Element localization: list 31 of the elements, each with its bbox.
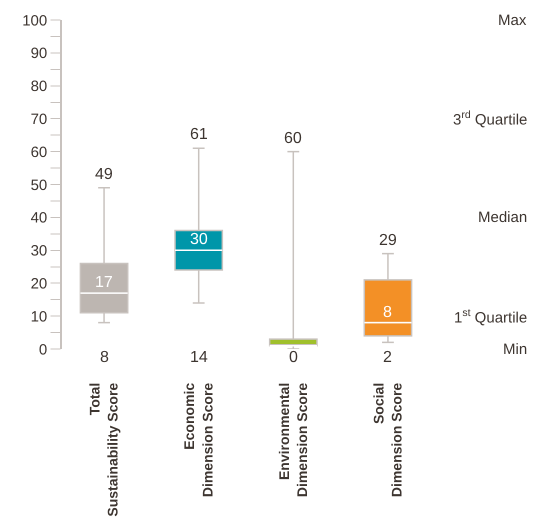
- annotation: 30: [190, 231, 208, 248]
- x-tick-label: Economic Dimension Score: [181, 382, 216, 498]
- annotation: 8: [383, 304, 392, 321]
- annotation: 0: [289, 349, 298, 366]
- y-tick-label: 70: [30, 110, 48, 128]
- annotation: 2: [383, 349, 392, 366]
- annotation: 8: [100, 349, 109, 366]
- text: Max: [498, 12, 527, 29]
- text: Min: [503, 341, 528, 358]
- annotation: 49: [95, 166, 113, 183]
- y-tick-label: 50: [30, 176, 48, 194]
- y-tick-label: 40: [30, 210, 48, 227]
- annotation: 17: [95, 274, 113, 291]
- y-tick-label: 0: [38, 341, 48, 358]
- y-tick-label: 20: [30, 275, 48, 292]
- y-tick-label: 30: [30, 242, 48, 260]
- text: Median: [478, 209, 528, 226]
- annotation: 29: [379, 232, 397, 249]
- y-tick-label: 60: [30, 144, 48, 161]
- annotation: 60: [284, 130, 302, 147]
- text: 1$^{st}$ Quartile: [454, 307, 528, 326]
- annotation: 14: [190, 349, 208, 366]
- x-tick-label: Total Sustainability Score: [86, 382, 121, 517]
- y-tick-label: 90: [30, 45, 48, 62]
- y-tick-label: 80: [30, 78, 48, 96]
- y-tick-label: 10: [30, 308, 48, 326]
- x-tick-label: Social Dimension Score: [370, 382, 405, 498]
- y-tick-label: 100: [22, 12, 48, 30]
- x-tick-label: Environmental Dimension Score: [276, 382, 310, 498]
- text: 3$^{rd}$ Quartile: [453, 109, 528, 128]
- annotation: 61: [190, 126, 208, 143]
